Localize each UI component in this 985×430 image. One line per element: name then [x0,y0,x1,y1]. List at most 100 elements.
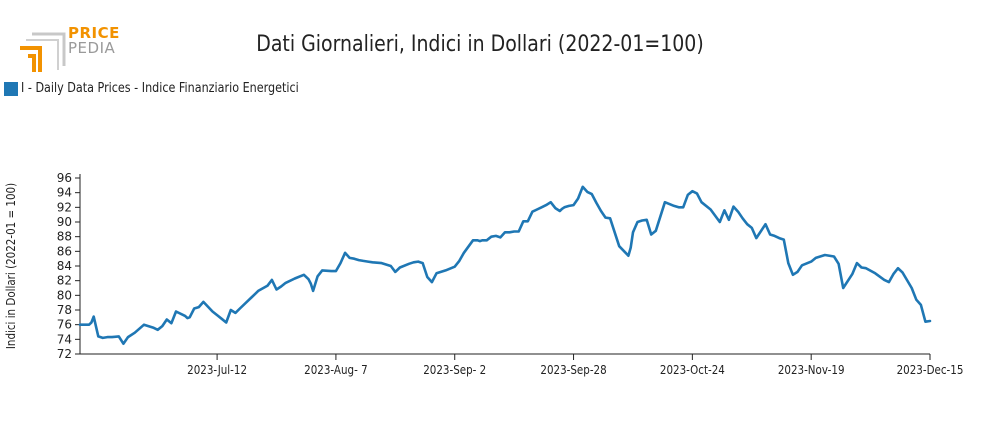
data-point [810,261,812,263]
data-point [353,258,355,260]
y-tick-label: 78 [57,303,72,317]
y-tick-label: 80 [57,288,72,302]
data-point [604,217,607,219]
data-point [371,261,374,263]
data-point [924,321,927,323]
legend[interactable]: I - Daily Data Prices - Indice Finanziar… [4,81,344,96]
data-point [157,329,159,331]
data-point [93,316,95,318]
data-point [358,259,360,261]
data-point [892,273,895,275]
data-point [522,220,524,222]
data-point [696,192,698,194]
chart-title: Dati Giornalieri, Indici in Dollari (202… [256,32,704,57]
data-point [399,266,401,269]
data-point [186,317,188,319]
logo-line2: PEDIA [68,39,116,57]
data-point [253,294,255,296]
data-point [582,186,584,188]
data-point [563,206,566,208]
data-point [518,230,520,233]
data-point [417,261,419,263]
data-point [778,237,780,239]
data-point [367,261,369,263]
data-point [710,208,712,211]
data-point [700,201,703,203]
data-point [476,239,479,241]
data-point [632,231,634,233]
data-point [787,262,789,264]
x-tick-label: 2023-Dec-15 [897,363,964,377]
y-tick-label: 94 [57,186,72,200]
data-point [540,206,543,208]
data-point [920,304,922,306]
data-point [490,236,492,238]
data-point [198,306,200,308]
data-point [577,197,579,200]
data-point [874,272,876,274]
logo-wordmark: PRICE PEDIA [68,26,120,56]
data-point [561,208,563,210]
data-point [682,206,684,208]
y-tick-label: 90 [57,215,72,229]
y-tick-label: 88 [57,230,72,244]
data-point [591,193,593,195]
data-point [175,310,177,313]
data-point [650,233,652,236]
data-point [838,263,840,265]
data-point [97,335,99,337]
data-point [554,207,556,209]
data-point [572,204,575,206]
data-point [303,274,305,276]
data-point [280,285,282,288]
data-point [307,278,310,280]
data-point [550,201,552,203]
data-point [431,281,433,283]
data-point [673,205,675,207]
data-point [90,321,93,324]
data-point [248,299,250,301]
data-point [586,191,588,193]
data-point [636,221,639,223]
data-point [568,205,570,207]
data-point [728,219,730,221]
data-point [317,275,319,277]
data-point [527,220,529,222]
data-point [250,296,252,299]
data-point [687,194,689,196]
data-point [646,219,648,221]
data-point [225,321,227,324]
x-tick-label: 2023-Aug- 7 [304,363,367,377]
y-tick-label: 92 [57,200,72,214]
data-point [234,312,236,314]
data-point [408,263,410,265]
data-point [79,324,81,326]
data-point [344,252,346,254]
data-point [545,204,547,206]
y-tick-label: 84 [57,259,72,273]
y-tick-label: 74 [57,332,72,346]
plot-area [78,185,932,346]
data-point [751,227,753,229]
data-point [330,270,332,272]
data-point [630,247,632,249]
data-point [143,324,145,326]
data-point [312,290,314,292]
pricepedia-logo [20,32,66,72]
data-point [732,206,735,208]
data-point [321,269,323,271]
data-point [531,211,534,213]
data-point [824,254,826,256]
data-point [851,273,853,275]
y-tick-label: 96 [57,171,72,185]
data-point [271,279,273,281]
data-point [189,316,191,318]
data-point [266,285,268,287]
x-tick-label: 2023-Oct-24 [660,363,725,377]
data-point [901,272,904,274]
data-point [294,277,296,280]
data-point [723,209,725,211]
legend-swatch [4,81,18,96]
x-tick-label: 2023-Jul-12 [187,363,247,377]
